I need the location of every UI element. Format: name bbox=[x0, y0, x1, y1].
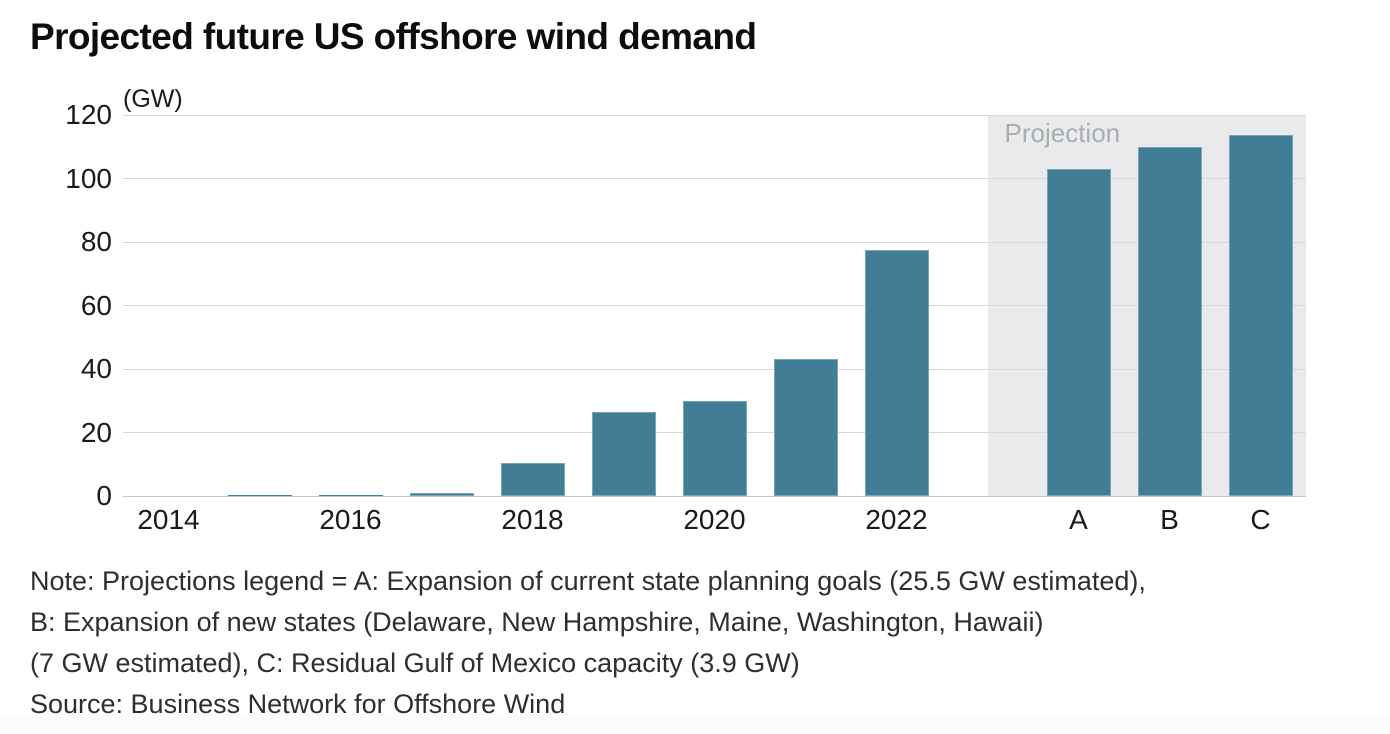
bar-2015 bbox=[227, 495, 292, 496]
note-block: Note: Projections legend = A: Expansion … bbox=[30, 561, 1146, 725]
x-tick-label-2022: 2022 bbox=[865, 504, 928, 535]
x-tick-label-2018: 2018 bbox=[501, 504, 564, 535]
note-line-3: (7 GW estimated), C: Residual Gulf of Me… bbox=[30, 648, 800, 678]
bar-2017 bbox=[409, 492, 474, 496]
x-tick-label-2016: 2016 bbox=[319, 504, 382, 535]
footer-strip bbox=[0, 714, 1390, 734]
note-line-2: B: Expansion of new states (Delaware, Ne… bbox=[30, 607, 1044, 637]
bar-2022 bbox=[864, 250, 929, 496]
bar-2016 bbox=[318, 494, 383, 496]
bar-2021 bbox=[773, 359, 838, 496]
gridline-60 bbox=[123, 305, 1306, 306]
x-tick-label-2014: 2014 bbox=[137, 504, 200, 535]
note-line-1: Note: Projections legend = A: Expansion … bbox=[30, 566, 1146, 596]
chart-title: Projected future US offshore wind demand bbox=[30, 16, 757, 57]
y-tick-label-120: 120 bbox=[65, 99, 112, 130]
y-tick-label-40: 40 bbox=[80, 353, 112, 384]
bar-2020 bbox=[682, 401, 747, 496]
gridline-40 bbox=[123, 368, 1306, 370]
gridline-0 bbox=[123, 495, 1306, 497]
y-tick-label-100: 100 bbox=[65, 162, 112, 194]
y-tick-label-20: 20 bbox=[80, 416, 112, 448]
bar-2019 bbox=[591, 411, 656, 496]
gridline-120 bbox=[123, 114, 1306, 116]
projection-band-label: Projection bbox=[1004, 118, 1121, 148]
bar-B bbox=[1137, 147, 1202, 496]
x-tick-label-C: C bbox=[1250, 504, 1271, 535]
bar-C bbox=[1228, 134, 1293, 496]
x-tick-label-B: B bbox=[1160, 504, 1179, 535]
y-tick-label-80: 80 bbox=[80, 226, 112, 257]
bar-2018 bbox=[500, 462, 565, 496]
gridline-100 bbox=[123, 178, 1306, 179]
gridline-80 bbox=[123, 241, 1306, 243]
x-tick-label-2020: 2020 bbox=[683, 504, 746, 535]
y-tick-label-0: 0 bbox=[96, 480, 112, 511]
y-tick-label-60: 60 bbox=[80, 289, 112, 321]
y-axis-unit-label: (GW) bbox=[123, 85, 183, 113]
plot-area: Projection 0 20 40 60 80 100 120 2014 2016 2018 202… bbox=[65, 99, 1306, 535]
x-tick-label-A: A bbox=[1069, 504, 1088, 535]
bar-A bbox=[1046, 169, 1111, 496]
